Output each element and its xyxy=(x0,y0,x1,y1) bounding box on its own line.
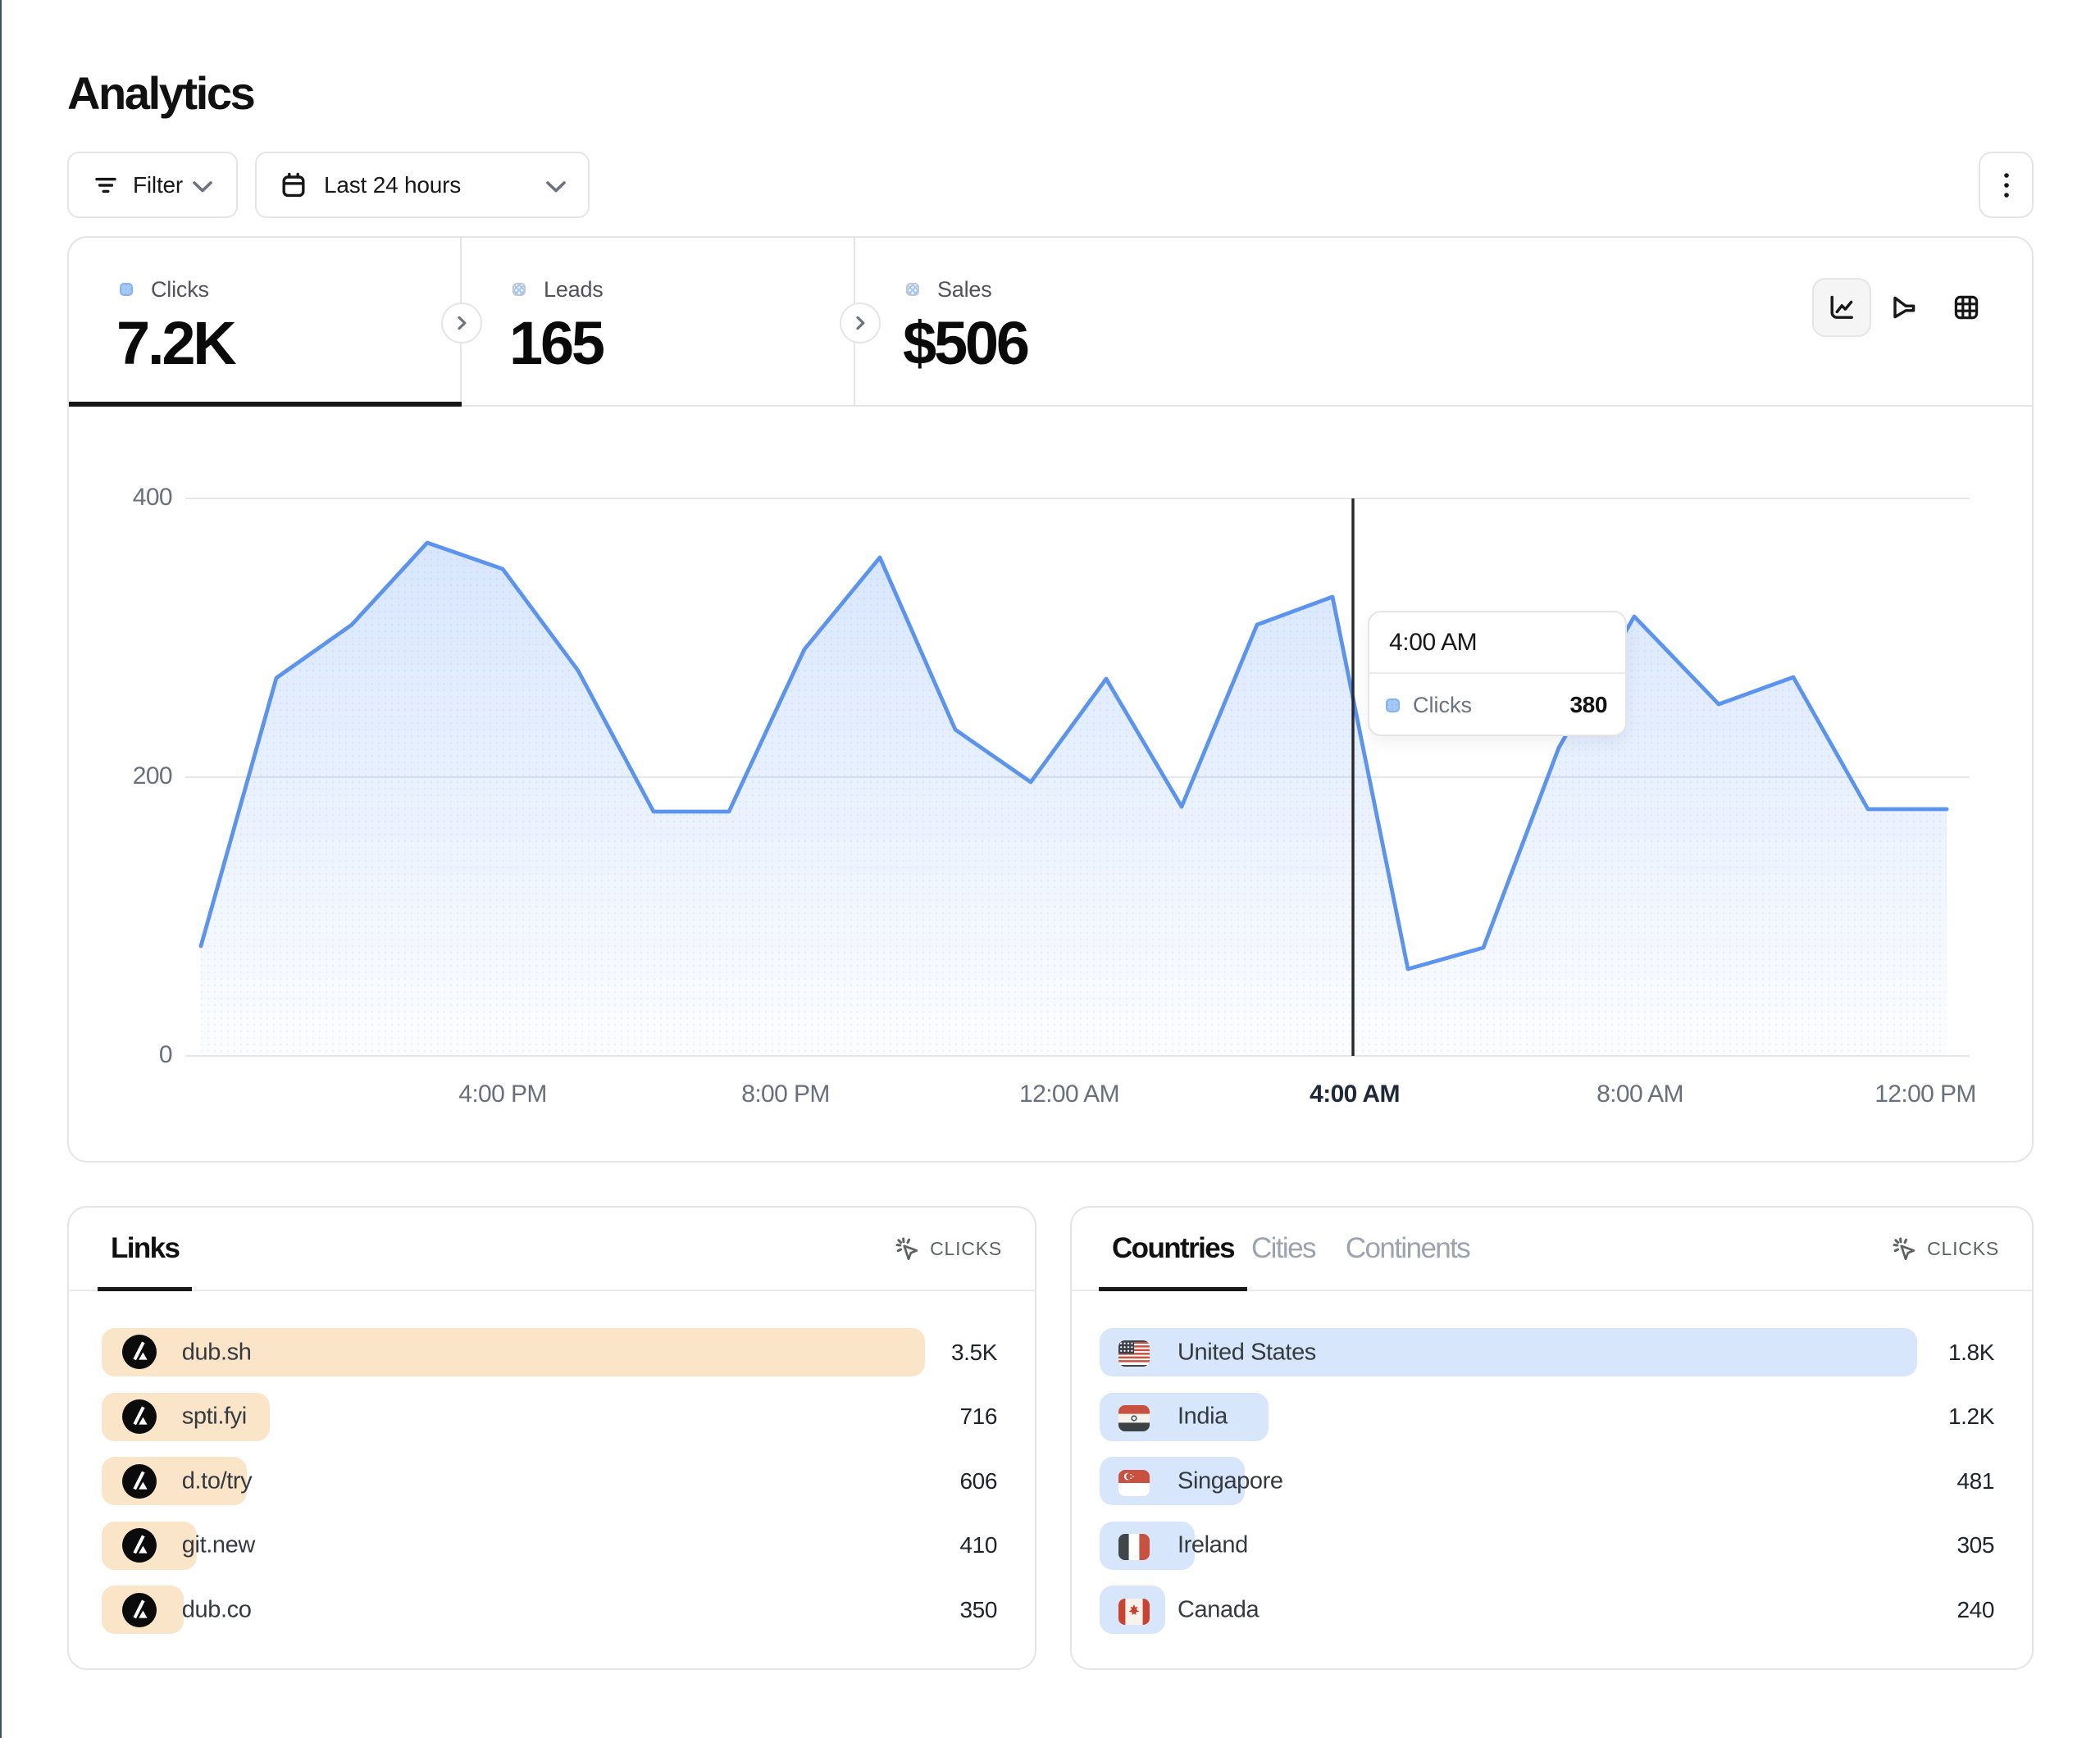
svg-text:4:00 PM: 4:00 PM xyxy=(458,1081,547,1108)
svg-text:4:00 AM: 4:00 AM xyxy=(1310,1081,1400,1108)
svg-text:12:00 AM: 12:00 AM xyxy=(1019,1081,1119,1108)
svg-text:8:00 PM: 8:00 PM xyxy=(741,1081,830,1108)
svg-text:200: 200 xyxy=(133,762,172,789)
svg-text:0: 0 xyxy=(159,1041,172,1068)
svg-text:400: 400 xyxy=(133,484,172,511)
svg-text:12:00 PM: 12:00 PM xyxy=(1875,1081,1976,1108)
svg-text:8:00 AM: 8:00 AM xyxy=(1597,1081,1683,1108)
